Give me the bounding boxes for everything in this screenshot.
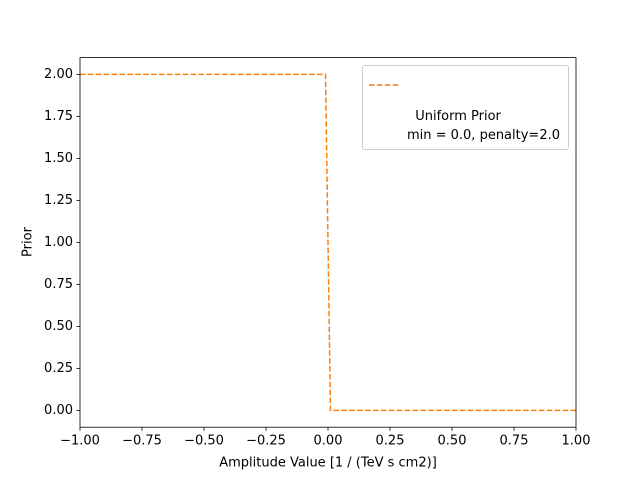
y-tick-label: 1.25: [44, 193, 73, 208]
y-axis-label: Prior: [21, 226, 36, 257]
x-tick-label: 0.50: [438, 434, 467, 449]
x-tick-label: 0.75: [500, 434, 529, 449]
data-line: [80, 73, 576, 412]
x-tick-label: 0.25: [376, 434, 405, 449]
x-tick-label: −1.00: [60, 434, 100, 449]
x-tick-label: −0.25: [246, 434, 286, 449]
plot-frame: [79, 57, 577, 428]
x-tick-label: −0.50: [184, 434, 224, 449]
y-tick-label: 2.00: [44, 67, 73, 82]
x-tick-label: 0.00: [314, 434, 343, 449]
y-tick-label: 1.00: [44, 235, 73, 250]
x-tick-label: −0.75: [122, 434, 162, 449]
y-tick-label: 0.75: [44, 277, 73, 292]
legend-swatch: [368, 83, 399, 86]
y-tick-label: 1.50: [44, 151, 73, 166]
y-tick-label: 0.50: [44, 319, 73, 334]
x-tick-label: 1.00: [562, 434, 591, 449]
legend-label: Uniform Prior min = 0.0, penalty=2.0: [406, 108, 560, 143]
x-axis-label: Amplitude Value [1 / (TeV s cm2)]: [219, 456, 437, 471]
y-tick-label: 0.25: [44, 361, 73, 376]
y-tick-label: 0.00: [44, 403, 73, 418]
legend: Uniform Prior min = 0.0, penalty=2.0: [361, 64, 569, 150]
y-tick-label: 1.75: [44, 109, 73, 124]
